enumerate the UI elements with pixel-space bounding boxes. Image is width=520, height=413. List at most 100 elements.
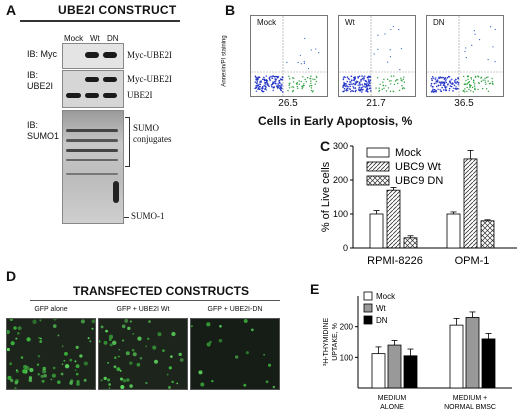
cell-dot	[342, 77, 345, 79]
flow-plot-dn: DN	[426, 15, 504, 97]
gfp-cell	[127, 326, 131, 331]
legend-swatch	[366, 175, 390, 186]
gfp-cell	[10, 341, 15, 346]
cell-dot	[265, 75, 268, 77]
cell-dot	[482, 79, 484, 81]
cell-dot	[363, 75, 366, 78]
cell-dot	[400, 77, 402, 80]
cell-dot	[465, 47, 467, 49]
bar	[449, 324, 464, 389]
cell-dot	[352, 85, 354, 88]
cell-dot	[433, 77, 435, 80]
micro-title-1: GFP alone	[34, 306, 68, 313]
cell-dot	[445, 86, 448, 88]
cell-dot	[272, 81, 274, 84]
cell-dot	[397, 82, 399, 85]
cell-dot	[255, 86, 258, 89]
cell-dot	[449, 85, 452, 87]
cell-dot	[394, 80, 397, 82]
flow-plot-title: DN	[433, 18, 445, 27]
cell-dot	[403, 81, 406, 83]
cell-dot	[314, 83, 316, 85]
gfp-cell	[169, 355, 173, 359]
cell-dot	[260, 87, 263, 90]
cell-dot	[480, 80, 483, 83]
cell-dot	[310, 82, 312, 85]
cell-dot	[369, 79, 372, 81]
cell-dot	[271, 85, 273, 88]
cell-dot	[484, 81, 487, 83]
legend-swatch	[366, 147, 390, 158]
micrograph-cells	[191, 319, 276, 389]
cell-dot	[378, 89, 381, 92]
cell-dot	[489, 26, 492, 28]
cell-dot	[487, 59, 489, 61]
cell-dot	[292, 86, 295, 88]
cell-dot	[358, 81, 361, 84]
gfp-cell	[15, 369, 18, 372]
cell-dot	[466, 90, 468, 93]
bar	[403, 237, 418, 249]
cell-dot	[389, 49, 391, 51]
cell-dot	[310, 80, 312, 82]
cell-dot	[288, 83, 290, 85]
cell-dot	[361, 91, 363, 93]
cell-dot	[287, 90, 289, 92]
cell-dot	[484, 77, 486, 80]
cell-dot	[300, 80, 302, 83]
cell-dot	[273, 86, 275, 88]
x-category-label: RPMI-8226	[367, 255, 423, 267]
cell-dot	[433, 82, 436, 85]
blot-band	[85, 77, 99, 82]
cell-dot	[345, 82, 347, 85]
blot-band	[66, 139, 118, 142]
gfp-cell	[131, 348, 135, 352]
cell-dot	[348, 78, 351, 81]
gfp-cell	[145, 345, 148, 348]
cell-dot	[360, 78, 362, 81]
cell-dot	[360, 80, 362, 82]
cell-dot	[263, 85, 265, 87]
cell-dot	[442, 89, 445, 91]
cell-dot	[432, 88, 434, 90]
cell-dot	[430, 82, 433, 85]
blot3-band-label-2: SUMO-1	[131, 211, 165, 221]
gfp-cell	[200, 382, 205, 387]
cell-dot	[477, 82, 480, 84]
legend-label: Mock	[395, 147, 422, 159]
cell-dot	[291, 90, 294, 93]
gfp-cell	[76, 380, 80, 384]
cell-dot	[478, 39, 481, 41]
cell-dot	[440, 82, 443, 84]
blot-band	[85, 52, 99, 58]
y-tick-label: 100	[340, 353, 354, 362]
cell-dot	[310, 89, 313, 92]
gfp-cell	[245, 351, 249, 355]
gfp-cell	[53, 319, 57, 321]
cell-dot	[375, 87, 377, 89]
cell-dot	[373, 53, 375, 55]
cell-dot	[296, 85, 298, 88]
gfp-cell	[51, 373, 56, 378]
cell-dot	[443, 77, 446, 80]
cell-dot	[358, 86, 361, 89]
gfp-cell	[112, 340, 117, 345]
cell-dot	[378, 87, 380, 89]
cell-dot	[352, 90, 355, 93]
blot-band	[103, 52, 117, 58]
cell-dot	[278, 80, 280, 82]
gfp-cell	[126, 378, 130, 382]
flow-scatter	[427, 16, 503, 96]
gfp-cell	[83, 378, 87, 382]
cell-dot	[465, 79, 467, 82]
cell-dot	[301, 85, 303, 88]
cell-dot	[304, 37, 306, 40]
gfp-cell	[107, 378, 111, 382]
gfp-cell	[178, 352, 182, 356]
cell-dot	[389, 56, 391, 58]
cell-dot	[454, 87, 457, 90]
x-category-label: MEDIUM +	[453, 395, 487, 402]
gfp-cell	[191, 325, 193, 328]
cell-dot	[265, 89, 268, 91]
micrograph-cells	[99, 319, 184, 389]
